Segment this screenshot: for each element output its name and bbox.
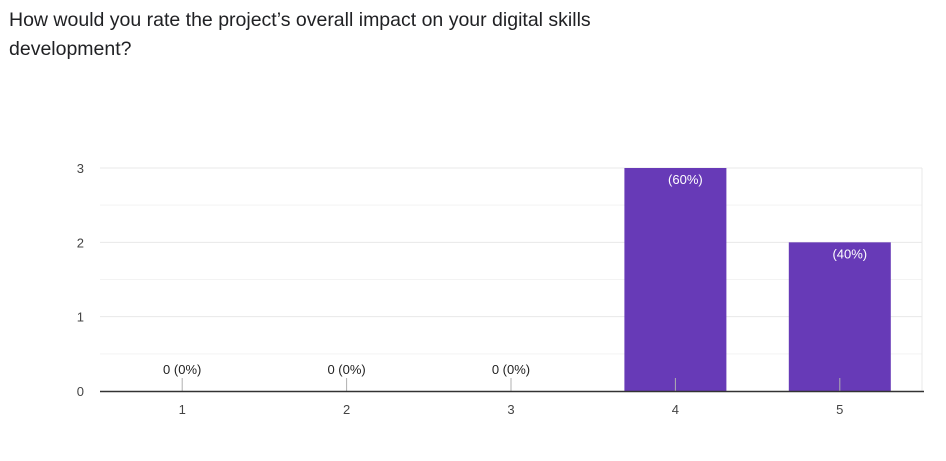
x-tick-label: 3 [507,402,514,417]
data-label: (40%) [832,246,867,261]
bar-4[interactable] [624,168,727,391]
y-tick-label: 3 [77,161,84,176]
y-tick-label: 0 [77,384,84,399]
x-tick-label: 1 [179,402,186,417]
data-label: 0 (0%) [492,362,530,377]
data-label: (60%) [668,172,703,187]
data-label: 0 (0%) [327,362,365,377]
y-tick-label: 1 [77,310,84,325]
bar-5[interactable] [788,242,891,391]
bars [624,168,891,391]
question-title: How would you rate the project’s overall… [9,9,591,60]
x-tick-label: 4 [672,402,679,417]
grid-lines [100,167,923,391]
x-tick-label: 5 [836,402,843,417]
axes [100,378,924,393]
y-tick-label: 2 [77,235,84,250]
x-tick-label: 2 [343,402,350,417]
data-label: 0 (0%) [163,362,201,377]
labels: 0 1 2 3 1 0 (0%) 2 0 (0%) 3 0 (0%) 4 (60%) 5 (40%) [77,161,867,417]
